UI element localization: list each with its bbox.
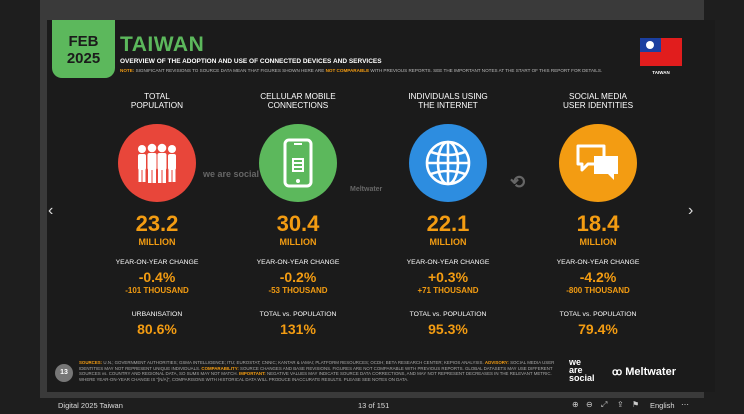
meltwater-logo: ꝏ Meltwater: [612, 366, 676, 378]
heading-text: TOTAL POPULATION: [130, 92, 184, 110]
chat-bubbles-icon: [559, 124, 637, 202]
ratio-value: 80.6%: [137, 321, 177, 337]
ratio-label: TOTAL vs. POPULATION: [409, 311, 487, 318]
meltwater-icon: ꝏ: [612, 367, 623, 378]
signal-watermark-icon: ⟲: [510, 172, 526, 192]
flag-report-icon[interactable]: ⚑: [632, 400, 640, 409]
ratio-label: TOTAL vs. POPULATION: [259, 311, 337, 318]
sources-text: SOURCES: U.N.; GOVERNMENT AUTHORITIES; G…: [79, 360, 564, 382]
heading-text: SOCIAL MEDIA USER IDENTITIES: [562, 92, 634, 110]
change-absolute: -800 THOUSAND: [566, 286, 630, 295]
change-absolute: -53 THOUSAND: [268, 286, 328, 295]
stat-value: 30.4: [276, 211, 320, 236]
stat-population: TOTAL POPULATION 23.2 MILLION YEAR-ON-YE…: [92, 92, 222, 337]
advisory-label: ADVISORY:: [484, 360, 509, 365]
note-highlight: NOT COMPARABLE: [325, 68, 370, 73]
stat-unit: MILLION: [138, 237, 176, 247]
ratio-label: TOTAL vs. POPULATION: [559, 311, 637, 318]
stat-social: SOCIAL MEDIA USER IDENTITIES 18.4 MILLIO…: [533, 92, 663, 337]
date-badge: FEB 2025: [52, 20, 115, 78]
date-month: FEB: [68, 33, 99, 50]
important-body: NEGATIVE VALUES MAY INDICATE SOURCE DATA…: [79, 371, 552, 382]
next-page-arrow-icon[interactable]: ›: [688, 202, 694, 219]
slide-page-number: 13: [55, 364, 73, 382]
flag-label: TAIWAN: [652, 70, 670, 75]
we-are-social-logo: we are social: [569, 357, 595, 383]
ratio-label: URBANISATION: [131, 311, 183, 318]
stat-value: 23.2: [135, 211, 179, 236]
change-label: YEAR-ON-YEAR CHANGE: [556, 259, 640, 266]
ratio-value: 79.4%: [578, 321, 618, 337]
ratio-value: 131%: [280, 321, 316, 337]
more-options-icon[interactable]: ⋯: [681, 400, 689, 409]
change-label: YEAR-ON-YEAR CHANGE: [115, 259, 199, 266]
watermark-text: Meltwater: [350, 186, 383, 193]
change-percent: +0.3%: [427, 269, 469, 285]
important-label: IMPORTANT:: [238, 371, 266, 377]
stat-value: 18.4: [576, 211, 620, 236]
ratio-value: 95.3%: [428, 321, 468, 337]
stat-heading: CELLULAR MOBILE CONNECTIONS: [233, 92, 363, 114]
prev-page-arrow-icon[interactable]: ‹: [48, 202, 54, 219]
date-year: 2025: [66, 50, 101, 67]
note-label: NOTE:: [120, 68, 135, 73]
we-are-social-watermark: we are social: [203, 169, 260, 179]
watermark-text: we are social: [203, 169, 260, 179]
heading-text: CELLULAR MOBILE CONNECTIONS: [260, 92, 336, 110]
stat-unit: MILLION: [429, 237, 467, 247]
logo-we: we: [569, 357, 582, 367]
change-percent: -4.2%: [579, 269, 617, 285]
note-suffix: WITH PREVIOUS REPORTS. SEE THE IMPORTANT…: [370, 68, 603, 73]
globe-icon: [409, 124, 487, 202]
logo-are: are: [569, 365, 583, 375]
meltwater-watermark: Meltwater: [350, 186, 382, 193]
stat-heading: TOTAL POPULATION: [92, 92, 222, 114]
sources-body: U.N.; GOVERNMENT AUTHORITIES; GSMA INTEL…: [103, 360, 484, 365]
change-label: YEAR-ON-YEAR CHANGE: [406, 259, 490, 266]
stat-mobile: CELLULAR MOBILE CONNECTIONS 30.4 MILLION…: [233, 92, 363, 337]
zoom-in-icon[interactable]: ⊕: [572, 400, 579, 409]
people-icon: [118, 124, 196, 202]
language-selector[interactable]: English: [650, 401, 675, 410]
page-title: TAIWAN: [120, 33, 205, 56]
advisory-body: SOCIAL MEDIA USER IDENTITIES MAY NOT REP…: [79, 360, 555, 371]
stat-heading: INDIVIDUALS USING THE INTERNET: [383, 92, 513, 114]
logo-social: social: [569, 373, 595, 383]
comparability-label: COMPARABILITY:: [201, 365, 239, 371]
taiwan-flag-icon: [640, 38, 682, 66]
stat-unit: MILLION: [279, 237, 317, 247]
stat-value: 22.1: [426, 211, 470, 236]
stat-unit: MILLION: [579, 237, 617, 247]
fullscreen-icon[interactable]: ⤢: [601, 400, 608, 409]
heading-text: INDIVIDUALS USING THE INTERNET: [408, 92, 488, 110]
change-absolute: +71 THOUSAND: [417, 286, 479, 295]
stat-internet: INDIVIDUALS USING THE INTERNET 22.1 MILL…: [383, 92, 513, 337]
sources-label: SOURCES:: [79, 360, 103, 365]
mobile-phone-icon: [259, 124, 337, 202]
viewer-toolbar: Digital 2025 Taiwan 13 of 151 ⊕ ⊖ ⤢ ⇪ ⚑ …: [0, 398, 744, 414]
document-title: Digital 2025 Taiwan: [58, 401, 123, 410]
meltwater-label: Meltwater: [625, 366, 676, 378]
slide: FEB 2025 TAIWAN OVERVIEW OF THE ADOPTION…: [47, 20, 715, 392]
comparability-body: SOURCE CHANGES AND BASE REVISIONS. FIGUR…: [79, 365, 553, 377]
page-subtitle: OVERVIEW OF THE ADOPTION AND USE OF CONN…: [120, 58, 382, 65]
share-icon[interactable]: ⇪: [617, 400, 624, 409]
change-percent: -0.2%: [279, 269, 317, 285]
page-indicator: 13 of 151: [358, 401, 390, 410]
note-text: NOTE: SIGNIFICANT REVISIONS TO SOURCE DA…: [120, 68, 640, 73]
stat-heading: SOCIAL MEDIA USER IDENTITIES: [533, 92, 663, 114]
change-absolute: -101 THOUSAND: [125, 286, 189, 295]
change-percent: -0.4%: [138, 269, 176, 285]
change-label: YEAR-ON-YEAR CHANGE: [256, 259, 340, 266]
zoom-out-icon[interactable]: ⊖: [586, 400, 593, 409]
note-body: SIGNIFICANT REVISIONS TO SOURCE DATA MEA…: [135, 68, 325, 73]
